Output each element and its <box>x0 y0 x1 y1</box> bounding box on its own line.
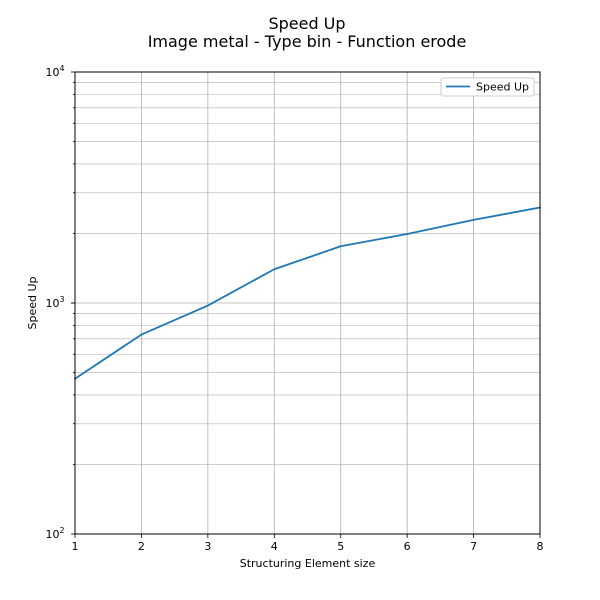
x-tick-label: 5 <box>337 540 344 553</box>
legend-label: Speed Up <box>476 81 529 94</box>
x-axis-label: Structuring Element size <box>240 557 376 570</box>
y-tick-label: 104 <box>45 64 64 79</box>
chart-title: Speed Up <box>268 14 345 33</box>
data-point <box>339 245 342 248</box>
x-tick-label: 4 <box>271 540 278 553</box>
x-tick-label: 6 <box>404 540 411 553</box>
x-tick-label: 2 <box>138 540 145 553</box>
y-tick-label: 103 <box>45 295 64 310</box>
y-tick-label: 102 <box>45 526 64 541</box>
legend: Speed Up <box>440 77 535 97</box>
series-lines <box>74 206 541 380</box>
x-tick-label: 1 <box>72 540 79 553</box>
legend-box <box>440 77 535 97</box>
y-axis-label: Speed Up <box>26 276 39 329</box>
plot-frame <box>74 71 541 535</box>
x-tick-label: 7 <box>470 540 477 553</box>
grid <box>74 72 541 534</box>
x-tick-label: 8 <box>537 540 544 553</box>
chart-subtitle: Image metal - Type bin - Function erode <box>148 32 467 51</box>
axis-ticks: 1 2 3 4 5 6 7 8 102 103 104 <box>45 64 543 553</box>
data-point <box>472 218 475 221</box>
data-point <box>273 268 276 271</box>
series-line <box>74 206 541 380</box>
data-point <box>140 333 143 336</box>
x-tick-label: 3 <box>204 540 211 553</box>
data-point <box>206 304 209 307</box>
data-point <box>406 233 409 235</box>
